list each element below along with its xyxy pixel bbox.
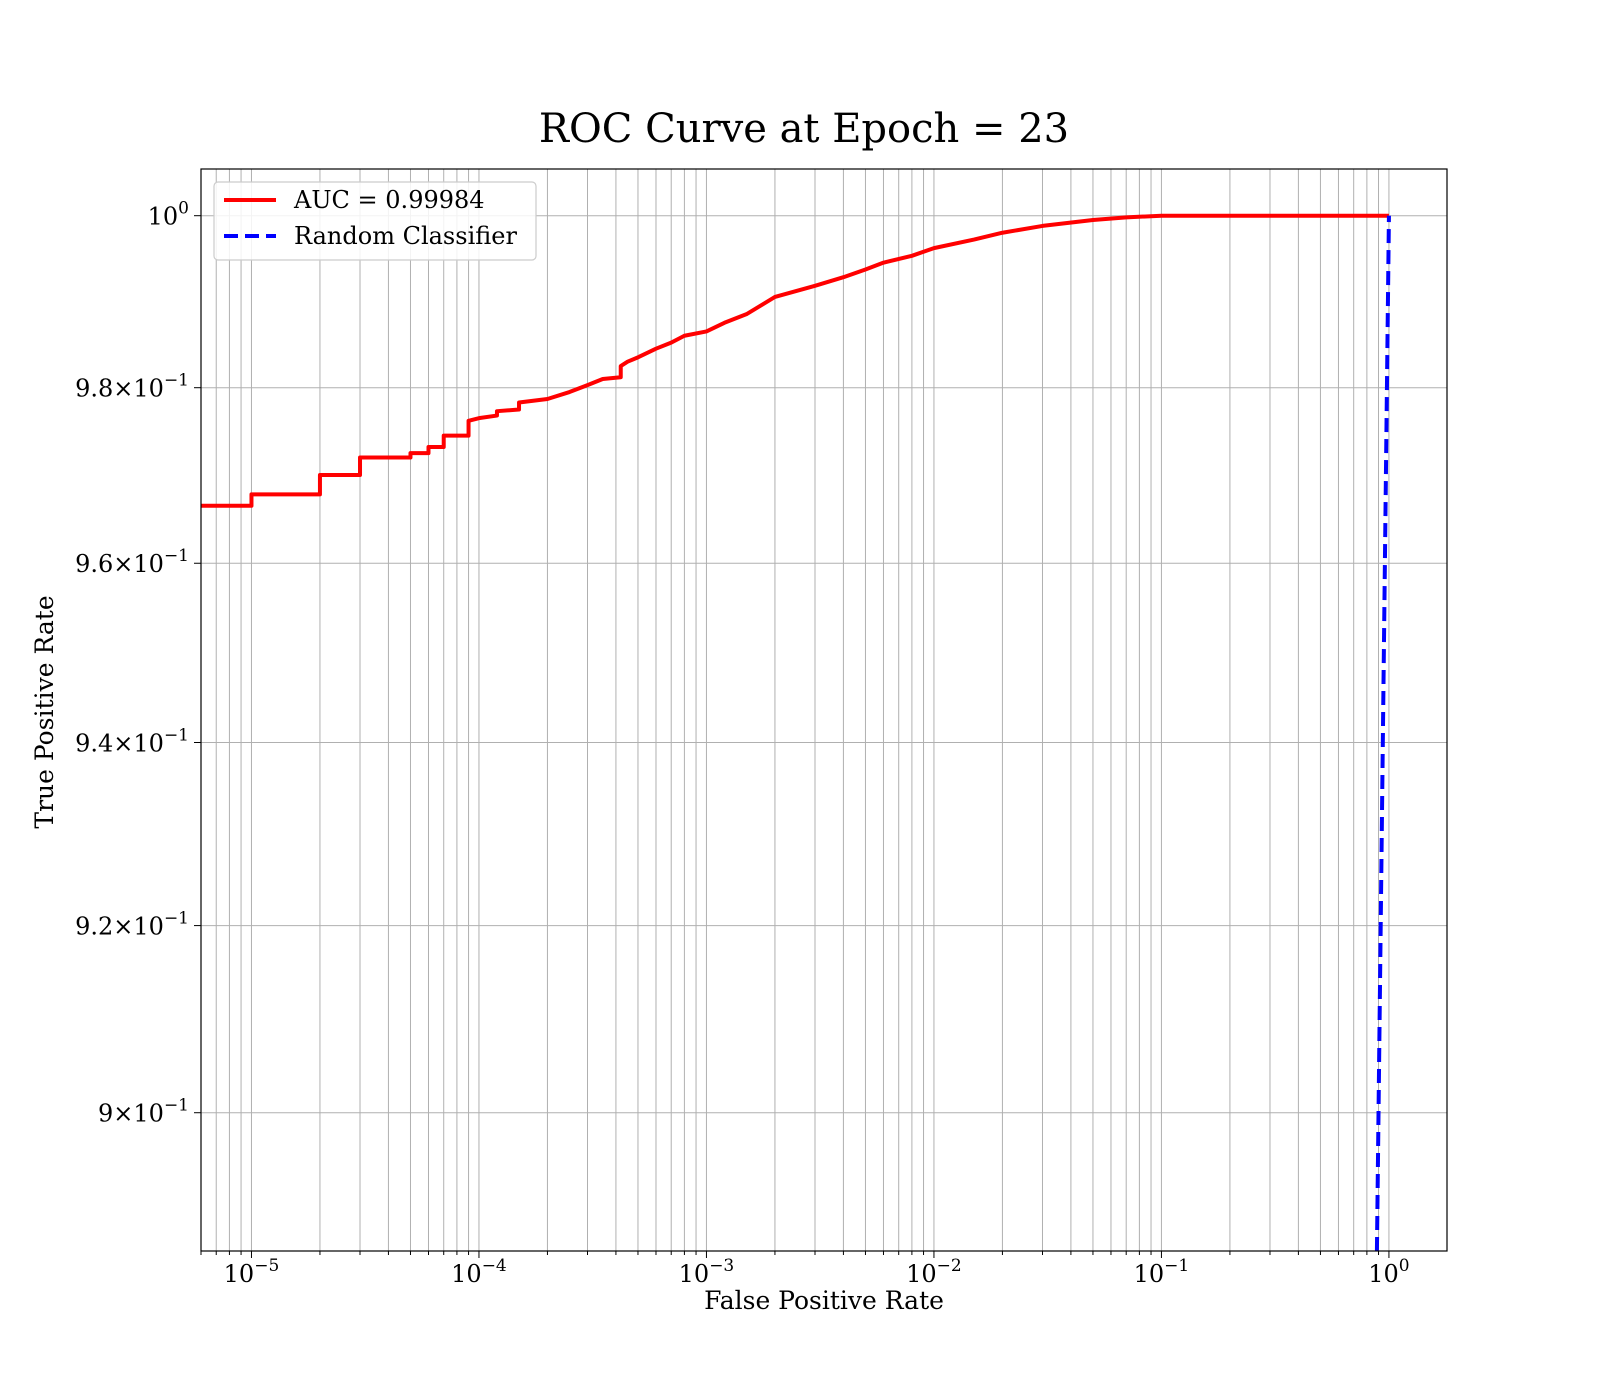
random-classifier-line — [1374, 215, 1391, 1251]
y-tick-label: 9.6×10−1 — [75, 546, 189, 578]
legend-label-auc: AUC = 0.99984 — [293, 186, 485, 214]
y-tick-label: 9.4×10−1 — [75, 725, 189, 757]
chart-title: ROC Curve at Epoch = 23 — [539, 106, 1069, 152]
x-axis-label: False Positive Rate — [704, 1286, 944, 1315]
x-axis-ticks: 10−5 10−4 10−3 10−2 10−1 100 — [200, 1251, 1410, 1288]
x-tick-label: 10−3 — [679, 1256, 735, 1288]
y-tick-label: 9.8×10−1 — [75, 371, 189, 403]
x-tick-label: 100 — [1368, 1256, 1409, 1288]
y-tick-label: 9.2×10−1 — [75, 909, 189, 941]
plot-area — [200, 168, 1448, 1252]
y-axis-label: True Positive Rate — [30, 595, 59, 828]
x-tick-label: 10−5 — [224, 1256, 280, 1288]
x-tick-label: 10−1 — [1134, 1256, 1190, 1288]
grid-lines — [200, 169, 1447, 1251]
roc-curve-line — [201, 213, 1389, 508]
legend: AUC = 0.99984 Random Classifier — [213, 181, 537, 261]
x-tick-label: 10−2 — [906, 1256, 962, 1288]
y-tick-label: 100 — [148, 199, 189, 231]
y-axis-ticks: 100 9.8×10−1 9.6×10−1 9.4×10−1 9.2×10−1 9×10−… — [75, 199, 201, 1128]
legend-box — [213, 181, 537, 261]
axes-frame — [200, 168, 1448, 1252]
y-tick-label: 9×10−1 — [98, 1096, 189, 1128]
x-tick-label: 10−4 — [451, 1256, 507, 1288]
legend-label-random: Random Classifier — [294, 222, 517, 250]
series-layer — [201, 213, 1391, 1251]
